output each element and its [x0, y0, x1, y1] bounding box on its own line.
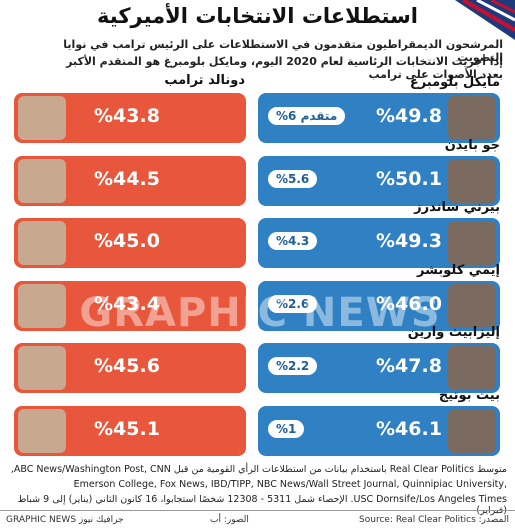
- trump-box: %45.1: [14, 405, 246, 456]
- candidate-name: بيرني ساندرز: [414, 200, 500, 215]
- trump-box: %44.5: [14, 155, 246, 206]
- photo-credit: الصور: أب: [210, 515, 249, 525]
- trump-value: %45.0: [94, 230, 160, 252]
- candidate-box: %49.3 %4.3: [258, 218, 500, 268]
- source: المصدر: Source: Real Clear Politics: [359, 515, 509, 525]
- trump-value: %44.5: [94, 167, 160, 190]
- candidate-photo: [448, 221, 496, 265]
- trump-value: %43.8: [94, 105, 160, 127]
- candidate-name: مايكل بلومبرغ: [409, 75, 500, 90]
- trump-box: %45.6: [14, 343, 246, 393]
- trump-photo: [18, 221, 66, 265]
- candidate-box: %50.1 %5.6: [258, 155, 500, 206]
- trump-box: %43.8: [14, 93, 246, 143]
- title: استطلاعات الانتخابات الأميركية: [97, 4, 418, 28]
- trump-box: %43.4: [14, 280, 246, 331]
- candidate-value: %47.8: [376, 355, 442, 377]
- trump-value: %43.4: [94, 292, 160, 315]
- footer-bar: GRAPHIC NEWS جرافيك نيوز الصور: أب المصد…: [0, 510, 515, 530]
- lead-pill: %2.2: [268, 357, 318, 375]
- trump-value: %45.6: [94, 355, 160, 377]
- candidate-value: %46.0: [376, 292, 442, 315]
- subtitle: المرشحون الديمقراطيون متقدمون في الاستطل…: [63, 38, 503, 64]
- trump-box: %45.0: [14, 218, 246, 268]
- lead-pill: %5.6: [268, 169, 318, 188]
- footnote: Emerson College, Fox News, IBD/TIPP, NBC…: [73, 479, 507, 490]
- candidate-name: بيت بوتيج: [438, 387, 500, 403]
- trump-name: دونالد ترامب: [164, 73, 245, 88]
- trump-photo: [18, 408, 66, 453]
- trump-value: %45.1: [94, 417, 160, 440]
- trump-photo: [18, 346, 66, 390]
- lead-pill: %2.6: [268, 294, 318, 313]
- candidate-photo: [448, 346, 496, 390]
- footnote: متوسط Real Clear Politics باستخدام بيانا…: [10, 464, 507, 475]
- watermark: GRAPHIC NEWS: [79, 290, 441, 336]
- candidate-photo: [448, 408, 496, 453]
- candidate-box: %46.0 %2.6: [258, 280, 500, 331]
- candidate-box: %49.8 متقدم 6%: [258, 93, 500, 143]
- candidate-name: جو بايدن: [444, 137, 500, 153]
- trump-photo: [18, 158, 66, 203]
- candidate-box: %46.1 %1: [258, 405, 500, 456]
- candidate-value: %49.8: [376, 105, 442, 127]
- candidate-name: إليزابيث وارين: [407, 325, 500, 340]
- candidate-photo: [448, 158, 496, 203]
- lead-pill: %1: [268, 419, 305, 438]
- subtitle: إذا أجريت الانتخابات الرئاسية لعام 2020 …: [66, 55, 503, 81]
- lead-pill: %4.3: [268, 232, 318, 250]
- candidate-value: %49.3: [376, 230, 442, 252]
- candidate-name: إيمي كلوبشر: [417, 262, 500, 278]
- candidate-value: %50.1: [376, 167, 442, 190]
- candidate-photo: [448, 96, 496, 140]
- candidate-value: %46.1: [376, 417, 442, 440]
- lead-pill: متقدم 6%: [268, 107, 346, 125]
- candidate-box: %47.8 %2.2: [258, 343, 500, 393]
- flag-corner: [455, 0, 515, 40]
- trump-photo: [18, 96, 66, 140]
- candidate-photo: [448, 283, 496, 328]
- brand: GRAPHIC NEWS جرافيك نيوز: [6, 515, 124, 525]
- trump-photo: [18, 283, 66, 328]
